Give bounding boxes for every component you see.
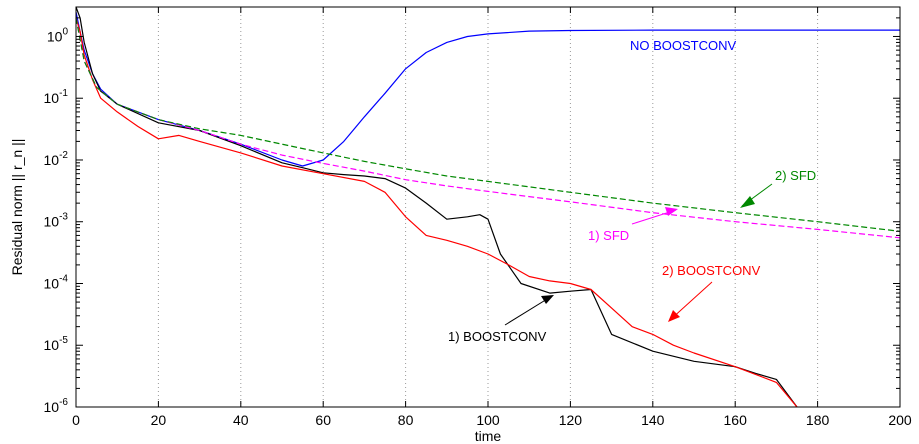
x-tick-label: 160 (724, 412, 748, 428)
arrowhead-2-boostconv (668, 310, 680, 322)
series-line-2-boostconv (75, 17, 798, 408)
arrowhead-1-sfd (665, 207, 678, 216)
x-tick-labels: 0 20 40 60 80 100 120 140 160 180 200 (72, 412, 912, 428)
arrowhead-1-boostconv (541, 295, 554, 304)
y-tick-label: 10-4 (44, 273, 69, 291)
y-tick-label: 10-6 (44, 397, 69, 415)
x-tick-label: 120 (559, 412, 583, 428)
axis-ticks (75, 6, 901, 408)
x-tick-label: 60 (315, 412, 331, 428)
x-tick-label: 40 (233, 412, 249, 428)
series-lines (75, 6, 901, 408)
annotation-2-sfd: 2) SFD (775, 168, 816, 183)
x-tick-label: 0 (72, 412, 80, 428)
series-line-no-boostconv (75, 11, 900, 167)
annotation-2-boostconv: 2) BOOSTCONV (662, 263, 761, 278)
annotation-no-boostconv: NO BOOSTCONV (630, 38, 737, 53)
y-axis-title: Residual norm || r_n || (9, 139, 25, 276)
y-tick-label: 100 (47, 26, 69, 44)
x-tick-label: 80 (398, 412, 414, 428)
annotation-1-boostconv: 1) BOOSTCONV (448, 329, 547, 344)
arrowhead-2-sfd (740, 196, 755, 208)
x-tick-label: 20 (151, 412, 167, 428)
y-tick-label: 10-3 (44, 212, 69, 230)
x-tick-label: 140 (641, 412, 665, 428)
y-tick-label: 10-1 (44, 88, 69, 106)
x-axis-title: time (475, 428, 502, 444)
y-tick-label: 10-2 (44, 150, 69, 168)
series-line-2-sfd (75, 17, 901, 232)
x-tick-label: 180 (806, 412, 830, 428)
y-tick-labels: 10-6 10-5 10-4 10-3 10-2 10-1 100 (44, 26, 69, 415)
x-grid-lines (157, 7, 819, 407)
series-line-1-boostconv (75, 6, 798, 408)
annotations: NO BOOSTCONV 2) SFD 1) SFD 2) BOOSTCONV … (448, 38, 816, 344)
arrow-2-boostconv (669, 281, 713, 321)
y-tick-label: 10-5 (44, 335, 69, 353)
annotation-1-sfd: 1) SFD (588, 228, 629, 243)
x-tick-label: 100 (476, 412, 500, 428)
x-tick-label: 200 (888, 412, 912, 428)
